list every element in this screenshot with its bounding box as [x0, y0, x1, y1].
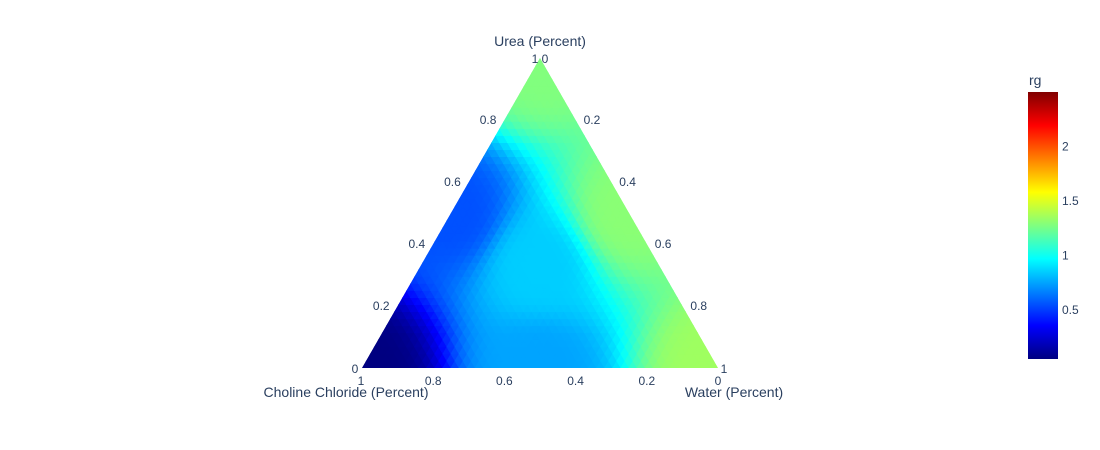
ternary-color-field — [362, 58, 718, 368]
urea-tick-label: 0.6 — [444, 175, 461, 189]
axis-title-water: Water (Percent) — [685, 384, 783, 400]
water-tick-label: 0.2 — [584, 113, 601, 127]
urea-axis-zero-label: 0 — [352, 362, 359, 376]
urea-axis-end-label: 1 — [532, 52, 539, 66]
field-cell — [563, 106, 574, 115]
field-cell — [709, 360, 718, 368]
field-cell — [664, 282, 675, 291]
choline-tick-label: 0.8 — [425, 374, 442, 388]
colorbar-tick-label: 1 — [1062, 249, 1069, 263]
field-cell — [688, 324, 699, 334]
axis-title-choline-chloride: Choline Chloride (Percent) — [264, 384, 429, 400]
field-cell — [575, 127, 586, 136]
choline-tick-label: 0.6 — [496, 374, 513, 388]
field-cell — [620, 205, 630, 214]
field-cell — [644, 247, 654, 256]
colorbar-tick-label: 1.5 — [1062, 194, 1079, 208]
field-cell — [612, 191, 622, 200]
field-cell — [571, 120, 582, 129]
field-cell — [599, 169, 610, 179]
colorbar-tick-label: 2 — [1062, 140, 1069, 154]
choline-axis-end-label: 1 — [358, 374, 365, 388]
field-cell — [693, 331, 703, 341]
field-cell — [656, 268, 667, 277]
urea-tick-label: 0.4 — [409, 237, 426, 251]
water-axis-end-label: 0 — [542, 52, 549, 66]
colorbar — [1028, 92, 1058, 359]
field-cell — [697, 339, 707, 348]
field-cell — [648, 254, 659, 263]
choline-tick-label: 0.2 — [638, 374, 655, 388]
field-cell — [567, 113, 578, 122]
colorbar-title: rg — [1029, 72, 1041, 88]
choline-tick-label: 0.4 — [567, 374, 584, 388]
field-cell — [705, 353, 715, 362]
field-cell — [701, 346, 711, 355]
water-axis-one-label: 1 — [721, 362, 728, 376]
field-cell — [555, 92, 565, 101]
water-tick-label: 0.6 — [655, 237, 672, 251]
field-cell — [559, 99, 570, 108]
choline-axis-zero-label: 0 — [715, 374, 722, 388]
urea-tick-label: 0.8 — [480, 113, 497, 127]
field-cell — [604, 176, 614, 186]
urea-tick-label: 0.2 — [373, 299, 390, 313]
field-cell — [660, 275, 671, 284]
field-cell — [608, 184, 618, 193]
axis-title-urea: Urea (Percent) — [494, 33, 586, 49]
colorbar-ticks: 0.5 1 1.5 2 — [1062, 140, 1079, 318]
axis-ticks: 0.2 0.4 0.6 0.8 0.2 0.4 0.6 0.8 0.8 0.6 0.4 0.2 — [373, 113, 707, 388]
field-cell — [652, 261, 663, 270]
field-cell — [616, 198, 626, 207]
water-tick-label: 0.4 — [619, 175, 636, 189]
water-tick-label: 0.8 — [690, 299, 707, 313]
colorbar-tick-label: 0.5 — [1062, 303, 1079, 317]
